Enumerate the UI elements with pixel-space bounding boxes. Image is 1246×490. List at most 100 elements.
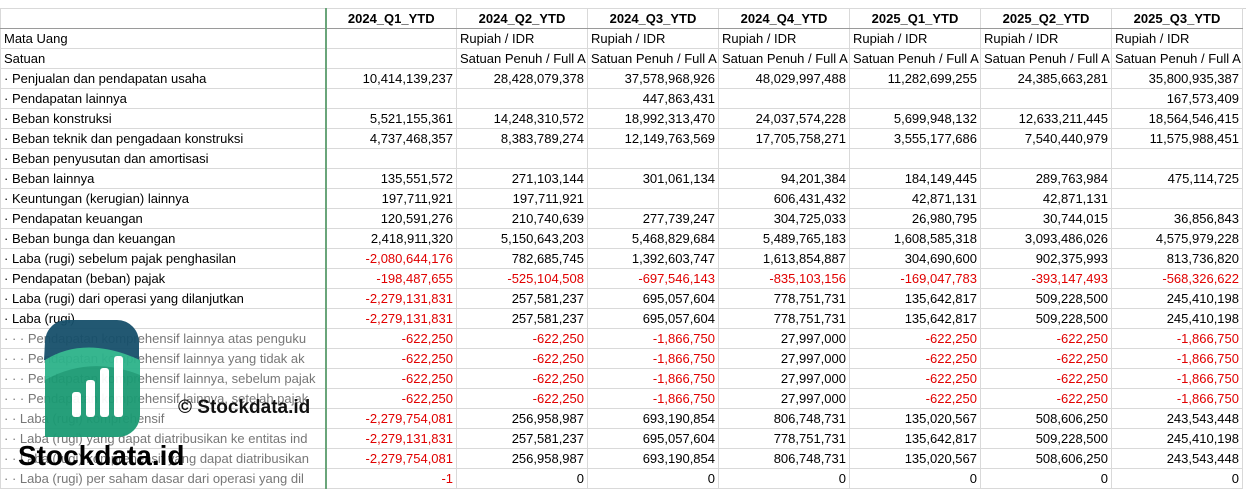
cell: Rupiah / IDR [1111,28,1243,49]
cell: 26,980,795 [849,208,981,229]
cell: -1,866,750 [587,388,719,409]
column-header: 2025_Q2_YTD [980,8,1112,29]
column-header: 2024_Q1_YTD [325,8,457,29]
cell: -1,866,750 [1111,388,1243,409]
cell: 245,410,198 [1111,288,1243,309]
cell: 1,613,854,887 [718,248,850,269]
cell: 509,228,500 [980,308,1112,329]
cell: 12,633,211,445 [980,108,1112,129]
cell: 1,608,585,318 [849,228,981,249]
cell: 10,414,139,237 [325,68,457,89]
cell: 782,685,745 [456,248,588,269]
row: · Pendapatan lainnya 447,863,431 167,573,4… [0,88,1243,109]
row-label: · Beban penyusutan dan amortisasi [0,148,327,169]
cell: 0 [849,468,981,489]
cell: 806,748,731 [718,408,850,429]
row-label: · Beban teknik dan pengadaan konstruksi [0,128,327,149]
cell: -622,250 [456,368,588,389]
cell: 256,958,987 [456,448,588,469]
row: · Laba (rugi) -2,279,131,831 257,581,237 69… [0,308,1243,329]
cell: 778,751,731 [718,288,850,309]
cell: 14,248,310,572 [456,108,588,129]
cell: 135,020,567 [849,448,981,469]
cell: 509,228,500 [980,288,1112,309]
cell: 27,997,000 [718,388,850,409]
cell: 257,581,237 [456,428,588,449]
cell: 243,543,448 [1111,448,1243,469]
row-label: · Pendapatan (beban) pajak [0,268,327,289]
row: · Laba (rugi) dari operasi yang dilanjut… [0,288,1243,309]
cell: 257,581,237 [456,288,588,309]
row-label: · Beban lainnya [0,168,327,189]
empty-cell [456,148,588,169]
cell: 606,431,432 [718,188,850,209]
row: · · Laba (rugi) per saham dasar dari ope… [0,468,1243,489]
cell: 257,581,237 [456,308,588,329]
row: Mata Uang Rupiah / IDR Rupiah / IDR Rupiah … [0,28,1243,49]
cell: 5,521,155,361 [325,108,457,129]
cell: 18,992,313,470 [587,108,719,129]
empty-cell [1111,188,1243,209]
cell: 42,871,131 [980,188,1112,209]
cell: -622,250 [980,388,1112,409]
cell: 42,871,131 [849,188,981,209]
cell: 37,578,968,926 [587,68,719,89]
cell: 135,020,567 [849,408,981,429]
cell: 27,997,000 [718,368,850,389]
cell: 4,575,979,228 [1111,228,1243,249]
row-label: · Laba (rugi) dari operasi yang dilanjut… [0,288,327,309]
cell: 1,392,603,747 [587,248,719,269]
empty-cell [718,88,850,109]
cell: -622,250 [325,368,457,389]
cell: 7,540,440,979 [980,128,1112,149]
cell: -835,103,156 [718,268,850,289]
empty-cell [1111,148,1243,169]
empty-cell [980,88,1112,109]
row-label: · · · Pendapatan komprehensif lainnya ya… [0,348,327,369]
row-label: · · · Pendapatan komprehensif lainnya, s… [0,388,327,409]
empty-cell [718,148,850,169]
cell: 902,375,993 [980,248,1112,269]
cell: -2,279,131,831 [325,308,457,329]
row: · Beban teknik dan pengadaan konstruksi 4… [0,128,1243,149]
cell: -1,866,750 [1111,328,1243,349]
cell: 30,744,015 [980,208,1112,229]
cell: 197,711,921 [325,188,457,209]
cell: -1 [325,468,457,489]
cell: 210,740,639 [456,208,588,229]
cell: -622,250 [325,328,457,349]
cell: -622,250 [325,388,457,409]
cell: 8,383,789,274 [456,128,588,149]
row: · Penjualan dan pendapatan usaha 10,414,1… [0,68,1243,89]
cell: 0 [980,468,1112,489]
cell: 27,997,000 [718,348,850,369]
cell: Satuan Penuh / Full A [980,48,1112,69]
row-label: · Beban konstruksi [0,108,327,129]
row: · · Laba (rugi) komprehensif -2,279,754,0… [0,408,1243,429]
cell: Satuan Penuh / Full A [456,48,588,69]
cell: -2,279,131,831 [325,288,457,309]
cell: 48,029,997,488 [718,68,850,89]
cell: 778,751,731 [718,428,850,449]
column-header: 2024_Q4_YTD [718,8,850,29]
row: · Beban penyusutan dan amortisasi [0,148,1243,169]
cell: -2,279,754,081 [325,448,457,469]
cell: 695,057,604 [587,428,719,449]
cell: -622,250 [849,348,981,369]
cell: 3,093,486,026 [980,228,1112,249]
row: · · · Pendapatan komprehensif lainnya at… [0,328,1243,349]
corner-cell [0,8,327,29]
cell: 271,103,144 [456,168,588,189]
cell: 167,573,409 [1111,88,1243,109]
row-label: · Pendapatan lainnya [0,88,327,109]
cell: 509,228,500 [980,428,1112,449]
cell: 3,555,177,686 [849,128,981,149]
cell: -1,866,750 [587,348,719,369]
cell: 2,418,911,320 [325,228,457,249]
cell: 508,606,250 [980,448,1112,469]
cell: -525,104,508 [456,268,588,289]
cell: 5,699,948,132 [849,108,981,129]
cell: 5,489,765,183 [718,228,850,249]
cell: 11,575,988,451 [1111,128,1243,149]
